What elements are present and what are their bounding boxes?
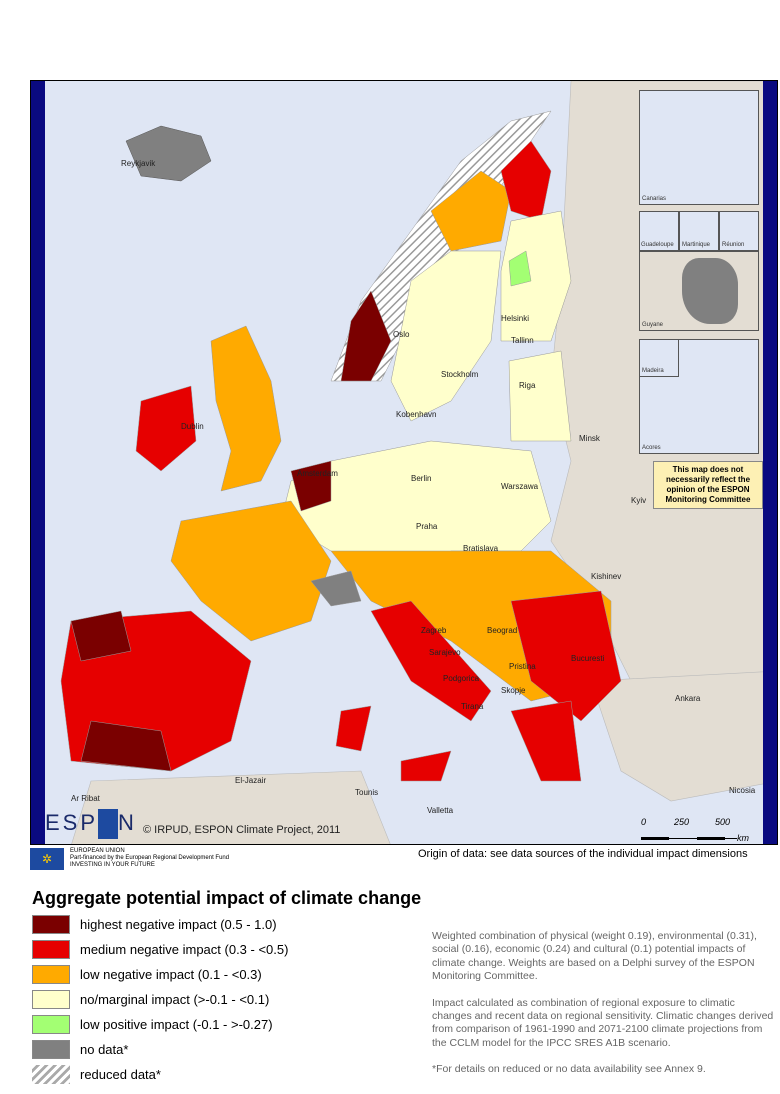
city-label: Kobenhavn [396, 410, 436, 419]
city-label: Riga [519, 381, 536, 390]
frame-bar-right [763, 81, 777, 844]
copyright: © IRPUD, ESPON Climate Project, 2011 [143, 824, 341, 836]
inset-reunion: Réunion [719, 211, 759, 251]
iceland [125, 125, 212, 182]
europe-map: Reykjavik Oslo Stockholm Helsinki Tallin… [60, 81, 777, 844]
espon-logo: ESP N [45, 809, 137, 839]
inset-acores: Acores Madeira [639, 339, 759, 454]
city-label: Bratislava [463, 544, 499, 553]
inset-madeira: Madeira [639, 339, 679, 377]
city-label: Valletta [427, 806, 454, 815]
city-label: Podgorica [443, 674, 480, 683]
scale-bar: 0 250 500 km [641, 817, 749, 843]
city-label: Nicosia [729, 786, 756, 795]
city-label: Sarajevo [429, 648, 461, 657]
city-label: Oslo [393, 330, 410, 339]
data-origin: Origin of data: see data sources of the … [418, 848, 748, 860]
city-label: Praha [416, 522, 438, 531]
legend-item: no/marginal impact (>-0.1 - <0.1) [32, 990, 269, 1009]
disclaimer-note: This map does not necessarily reflect th… [653, 461, 763, 509]
scandinavia [330, 110, 572, 442]
legend-item: highest negative impact (0.5 - 1.0) [32, 915, 277, 934]
city-label: Ankara [675, 694, 701, 703]
legend-item: low positive impact (-0.1 - >-0.27) [32, 1015, 273, 1034]
legend-item: medium negative impact (0.3 - <0.5) [32, 940, 288, 959]
continental-europe [60, 440, 622, 782]
legend-title: Aggregate potential impact of climate ch… [32, 888, 422, 908]
inset-guadeloupe: Guadeloupe [639, 211, 679, 251]
city-label: Stockholm [441, 370, 479, 379]
city-label: Tallinn [511, 336, 534, 345]
eu-flag-icon: ✲ [30, 848, 64, 870]
city-label: Pristina [509, 662, 536, 671]
legend-item: reduced data* [32, 1065, 161, 1084]
city-label: Skopje [501, 686, 526, 695]
inset-martinique: Martinique [679, 211, 719, 251]
frame-bar-left [31, 81, 45, 844]
city-label: Minsk [579, 434, 601, 443]
city-label: Dublin [181, 422, 204, 431]
city-label: Ar Ribat [71, 794, 101, 803]
city-labels: Reykjavik Oslo Stockholm Helsinki Tallin… [71, 159, 756, 815]
city-label: Reykjavik [121, 159, 156, 168]
city-label: Helsinki [501, 314, 529, 323]
inset-guyane: Guyane [639, 251, 759, 331]
city-label: El-Jazair [235, 776, 266, 785]
city-label: Tounis [355, 788, 378, 797]
map-frame: Reykjavik Oslo Stockholm Helsinki Tallin… [30, 80, 778, 845]
city-label: Kyiv [631, 496, 646, 505]
city-label: Tirana [461, 702, 484, 711]
city-label: Warszawa [501, 482, 539, 491]
city-label: Zagreb [421, 626, 447, 635]
city-label: Beograd [487, 626, 517, 635]
city-label: Berlin [411, 474, 431, 483]
british-isles [135, 325, 282, 492]
city-label: Bucuresti [571, 654, 605, 663]
inset-canarias: Canarias [639, 90, 759, 205]
eu-funding-note: ✲ EUROPEAN UNION Part-financed by the Eur… [30, 848, 229, 870]
map-description: Weighted combination of physical (weight… [432, 930, 774, 1076]
legend-item: no data* [32, 1040, 128, 1059]
city-label: Kishinev [591, 572, 621, 581]
guyane-shape [682, 258, 738, 324]
legend-item: low negative impact (0.1 - <0.3) [32, 965, 262, 984]
city-label: Amsterdam [297, 469, 338, 478]
